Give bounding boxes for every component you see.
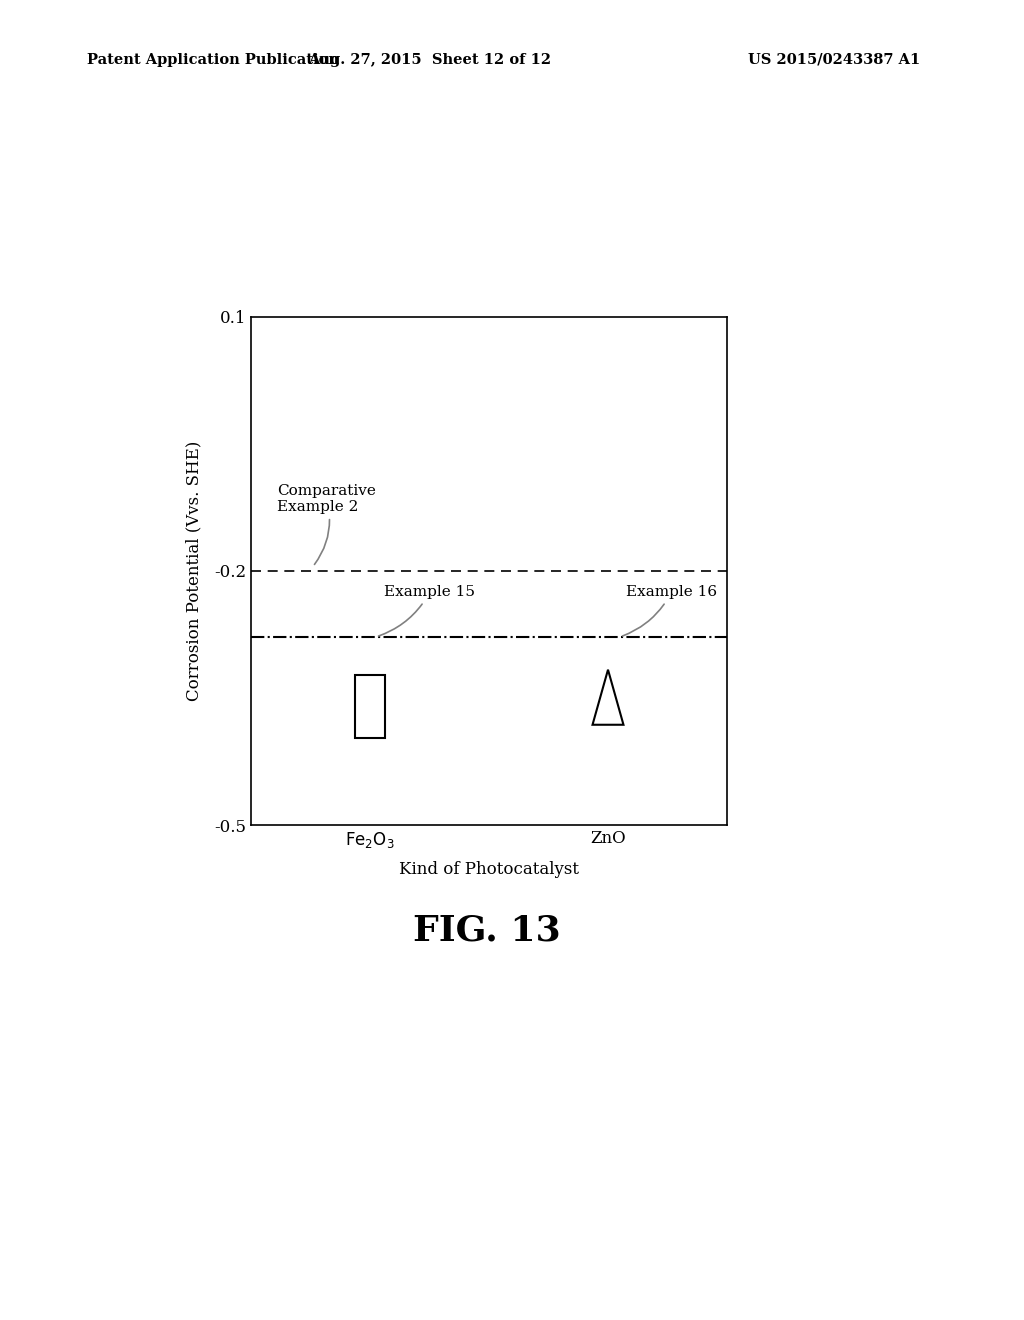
- Polygon shape: [593, 669, 624, 725]
- Text: Patent Application Publication: Patent Application Publication: [87, 53, 339, 67]
- Text: Example 15: Example 15: [379, 585, 475, 636]
- Text: FIG. 13: FIG. 13: [413, 913, 560, 948]
- Text: Example 16: Example 16: [623, 585, 717, 636]
- X-axis label: Kind of Photocatalyst: Kind of Photocatalyst: [399, 861, 579, 878]
- Text: Comparative
Example 2: Comparative Example 2: [278, 484, 376, 565]
- Text: Aug. 27, 2015  Sheet 12 of 12: Aug. 27, 2015 Sheet 12 of 12: [308, 53, 552, 67]
- Y-axis label: Corrosion Potential (Vvs. SHE): Corrosion Potential (Vvs. SHE): [185, 441, 203, 701]
- Text: US 2015/0243387 A1: US 2015/0243387 A1: [748, 53, 920, 67]
- Bar: [355, 675, 385, 738]
